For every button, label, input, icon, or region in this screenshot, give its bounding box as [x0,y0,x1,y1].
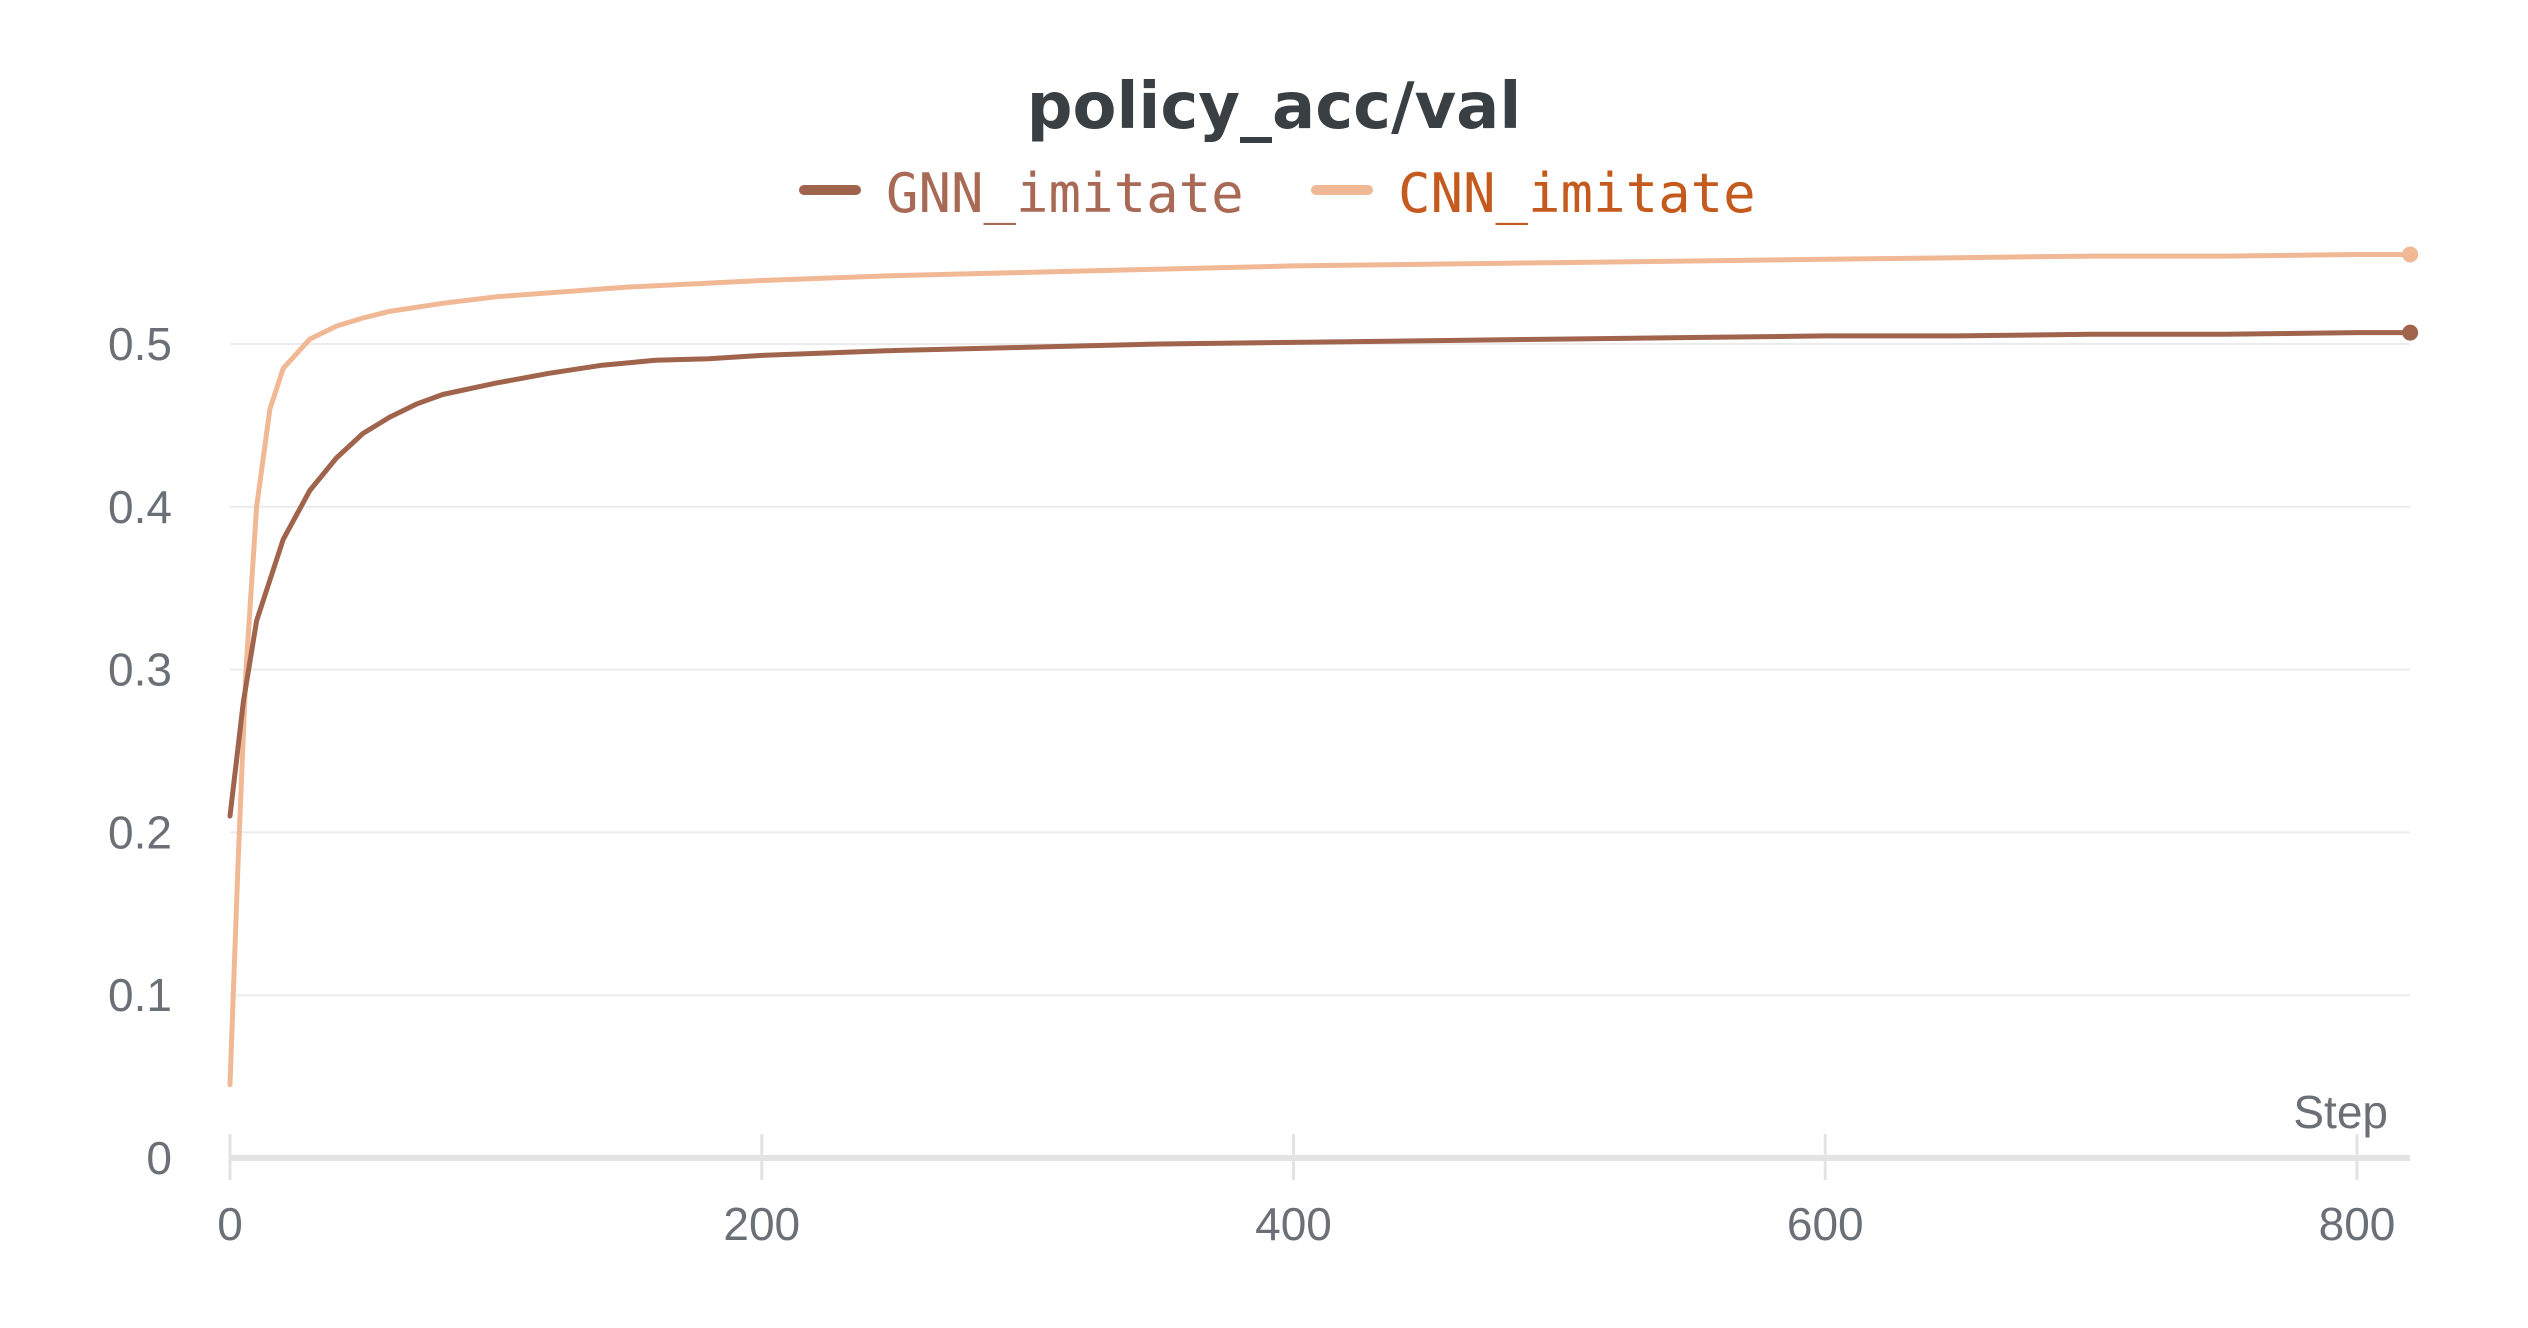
x-tick-label: 200 [723,1198,800,1250]
gridlines [230,343,2410,997]
x-axis-label: Step [2293,1086,2388,1138]
x-tick-label: 800 [2319,1198,2396,1250]
y-axis: 0 0.1 0.2 0.3 0.4 0.5 [108,318,172,1184]
x-tick-label: 400 [1255,1198,1332,1250]
x-tick-label: 600 [1787,1198,1864,1250]
series-line-CNN_imitate [227,252,2413,1088]
y-tick-label: 0.3 [108,644,172,696]
y-tick-label: 0.1 [108,969,172,1021]
y-tick-label: 0.5 [108,318,172,370]
series-layer [227,246,2419,1088]
x-tick-label: 0 [217,1198,243,1250]
legend-label: CNN_imitate [1398,162,1756,225]
series-line-GNN_imitate [227,330,2413,819]
y-tick-label: 0.2 [108,806,172,858]
chart-title: policy_acc/val [1027,70,1522,144]
legend-label: GNN_imitate [886,162,1244,225]
legend: GNN_imitate CNN_imitate [799,162,1756,225]
series-endpoint-CNN_imitate [2402,246,2419,263]
series-endpoint-GNN_imitate [2402,324,2419,341]
y-tick-label: 0.4 [108,481,172,533]
x-axis: 0 200 400 600 800 [217,1134,2410,1250]
y-tick-label: 0 [146,1132,172,1184]
